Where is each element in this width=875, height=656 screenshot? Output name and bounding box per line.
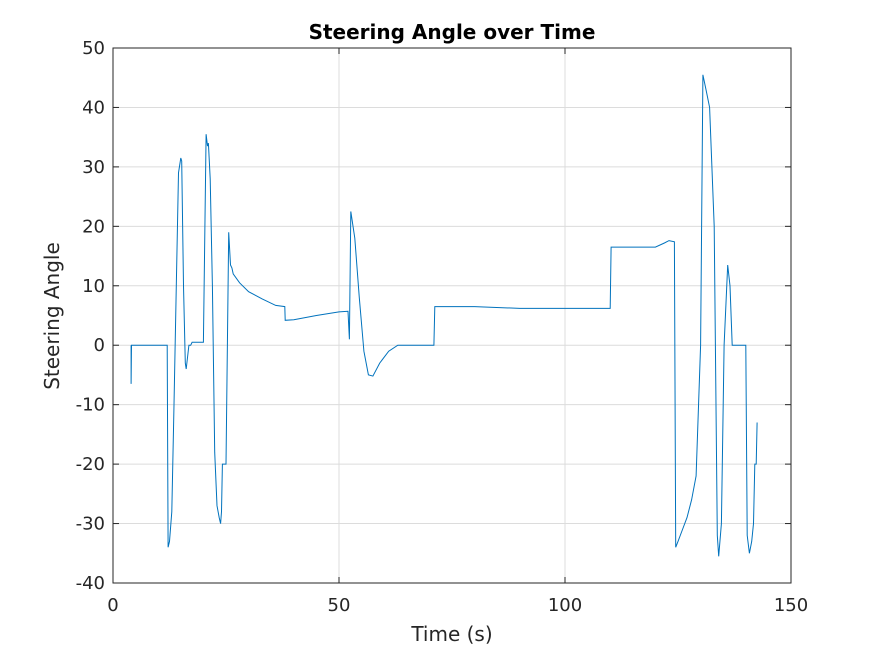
y-tick-label: 10 [82, 276, 105, 297]
y-tick-label: -10 [76, 395, 105, 416]
y-tick-label: -30 [76, 514, 105, 535]
chart-title: Steering Angle over Time [309, 20, 596, 44]
steering-angle-series-line [130, 74, 758, 557]
plot-area [113, 48, 791, 583]
y-tick-label: 50 [82, 38, 105, 59]
y-tick-label: 30 [82, 157, 105, 178]
x-tick-label: 50 [328, 595, 351, 616]
y-tick-label: 0 [94, 335, 105, 356]
x-axis-label: Time (s) [410, 622, 492, 646]
y-tick-label: 40 [82, 97, 105, 118]
y-tick-label: 20 [82, 216, 105, 237]
tick-labels: 0 50 100 150 -40 -30 -20 -10 0 10 20 30 40 50 [76, 38, 809, 616]
x-tick-label: 150 [774, 595, 808, 616]
y-tick-label: -20 [76, 454, 105, 475]
x-tick-label: 100 [548, 595, 582, 616]
y-axis-label: Steering Angle [40, 242, 64, 390]
x-tick-label: 0 [107, 595, 118, 616]
plot-frame [112, 47, 792, 584]
y-tick-label: -40 [76, 573, 105, 594]
